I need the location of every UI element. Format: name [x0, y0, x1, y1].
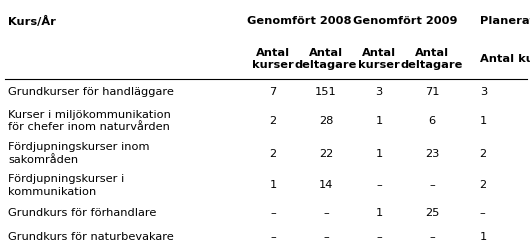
Text: –: – [323, 207, 329, 217]
Text: –: – [323, 231, 329, 241]
Text: Grundkurser för handläggare: Grundkurser för handläggare [8, 86, 174, 96]
Text: 151: 151 [315, 86, 337, 96]
Text: 6: 6 [428, 115, 436, 125]
Text: Antal
kurser: Antal kurser [252, 47, 294, 70]
Text: 28: 28 [319, 115, 333, 125]
Text: 1: 1 [480, 115, 487, 125]
Text: Antal
deltagare: Antal deltagare [401, 47, 463, 70]
Text: Grundkurs för förhandlare: Grundkurs för förhandlare [8, 207, 156, 217]
Text: Grundkurs för naturbevakare: Grundkurs för naturbevakare [8, 231, 174, 241]
Text: 1: 1 [375, 115, 383, 125]
Text: 2: 2 [480, 180, 487, 190]
Text: Antal kurser: Antal kurser [480, 54, 530, 64]
Text: 3: 3 [375, 86, 383, 96]
Text: Antal
kurser: Antal kurser [358, 47, 400, 70]
Text: –: – [270, 207, 276, 217]
Text: Fördjupningskurser i
kommunikation: Fördjupningskurser i kommunikation [8, 173, 124, 196]
Text: –: – [376, 180, 382, 190]
Text: –: – [429, 180, 435, 190]
Text: Genomfört 2009: Genomfört 2009 [353, 16, 458, 26]
Text: 1: 1 [269, 180, 277, 190]
Text: 25: 25 [425, 207, 439, 217]
Text: Planerat 2009: Planerat 2009 [480, 16, 530, 26]
Text: Genomfört 2008: Genomfört 2008 [247, 16, 352, 26]
Text: 71: 71 [425, 86, 439, 96]
Text: 7: 7 [269, 86, 277, 96]
Text: –: – [429, 231, 435, 241]
Text: 2: 2 [269, 148, 277, 158]
Text: –: – [270, 231, 276, 241]
Text: 3: 3 [480, 86, 487, 96]
Text: 14: 14 [319, 180, 333, 190]
Text: 1: 1 [375, 207, 383, 217]
Text: 2: 2 [480, 148, 487, 158]
Text: –: – [480, 207, 485, 217]
Text: Kurs/År: Kurs/År [8, 16, 56, 27]
Text: Fördjupningskurser inom
sakområden: Fördjupningskurser inom sakområden [8, 142, 149, 164]
Text: 1: 1 [480, 231, 487, 241]
Text: Antal
deltagare: Antal deltagare [295, 47, 357, 70]
Text: –: – [376, 231, 382, 241]
Text: 1: 1 [375, 148, 383, 158]
Text: 22: 22 [319, 148, 333, 158]
Text: 2: 2 [269, 115, 277, 125]
Text: 23: 23 [425, 148, 439, 158]
Text: Kurser i miljökommunikation
för chefer inom naturvården: Kurser i miljökommunikation för chefer i… [8, 109, 171, 132]
